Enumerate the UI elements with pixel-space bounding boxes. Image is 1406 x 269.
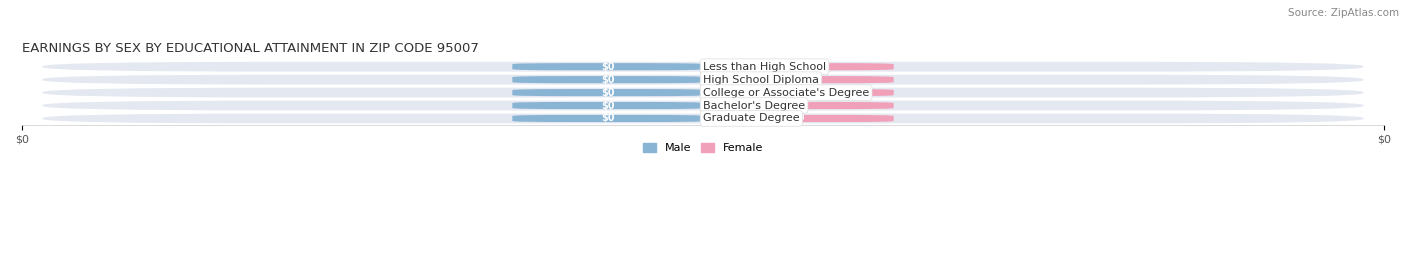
FancyBboxPatch shape [42,101,1364,111]
Text: $0: $0 [600,101,614,111]
Legend: Male, Female: Male, Female [643,143,763,153]
Text: $0: $0 [600,88,614,98]
Text: EARNINGS BY SEX BY EDUCATIONAL ATTAINMENT IN ZIP CODE 95007: EARNINGS BY SEX BY EDUCATIONAL ATTAINMEN… [22,42,479,55]
Text: Graduate Degree: Graduate Degree [703,114,800,123]
Text: Bachelor's Degree: Bachelor's Degree [703,101,806,111]
FancyBboxPatch shape [703,76,894,83]
FancyBboxPatch shape [703,102,894,109]
FancyBboxPatch shape [512,76,703,83]
Text: $0: $0 [600,62,614,72]
Text: $0: $0 [792,101,806,111]
Text: $0: $0 [792,62,806,72]
FancyBboxPatch shape [42,114,1364,123]
Text: $0: $0 [792,75,806,85]
FancyBboxPatch shape [42,75,1364,84]
FancyBboxPatch shape [512,102,703,109]
FancyBboxPatch shape [512,115,703,122]
Text: $0: $0 [600,75,614,85]
FancyBboxPatch shape [703,63,894,70]
Text: $0: $0 [792,88,806,98]
FancyBboxPatch shape [512,89,703,96]
Text: High School Diploma: High School Diploma [703,75,820,85]
Text: $0: $0 [600,114,614,123]
FancyBboxPatch shape [703,89,894,96]
Text: College or Associate's Degree: College or Associate's Degree [703,88,869,98]
Text: Source: ZipAtlas.com: Source: ZipAtlas.com [1288,8,1399,18]
FancyBboxPatch shape [42,62,1364,72]
FancyBboxPatch shape [703,115,894,122]
Text: Less than High School: Less than High School [703,62,827,72]
FancyBboxPatch shape [512,63,703,70]
FancyBboxPatch shape [42,88,1364,97]
Text: $0: $0 [792,114,806,123]
